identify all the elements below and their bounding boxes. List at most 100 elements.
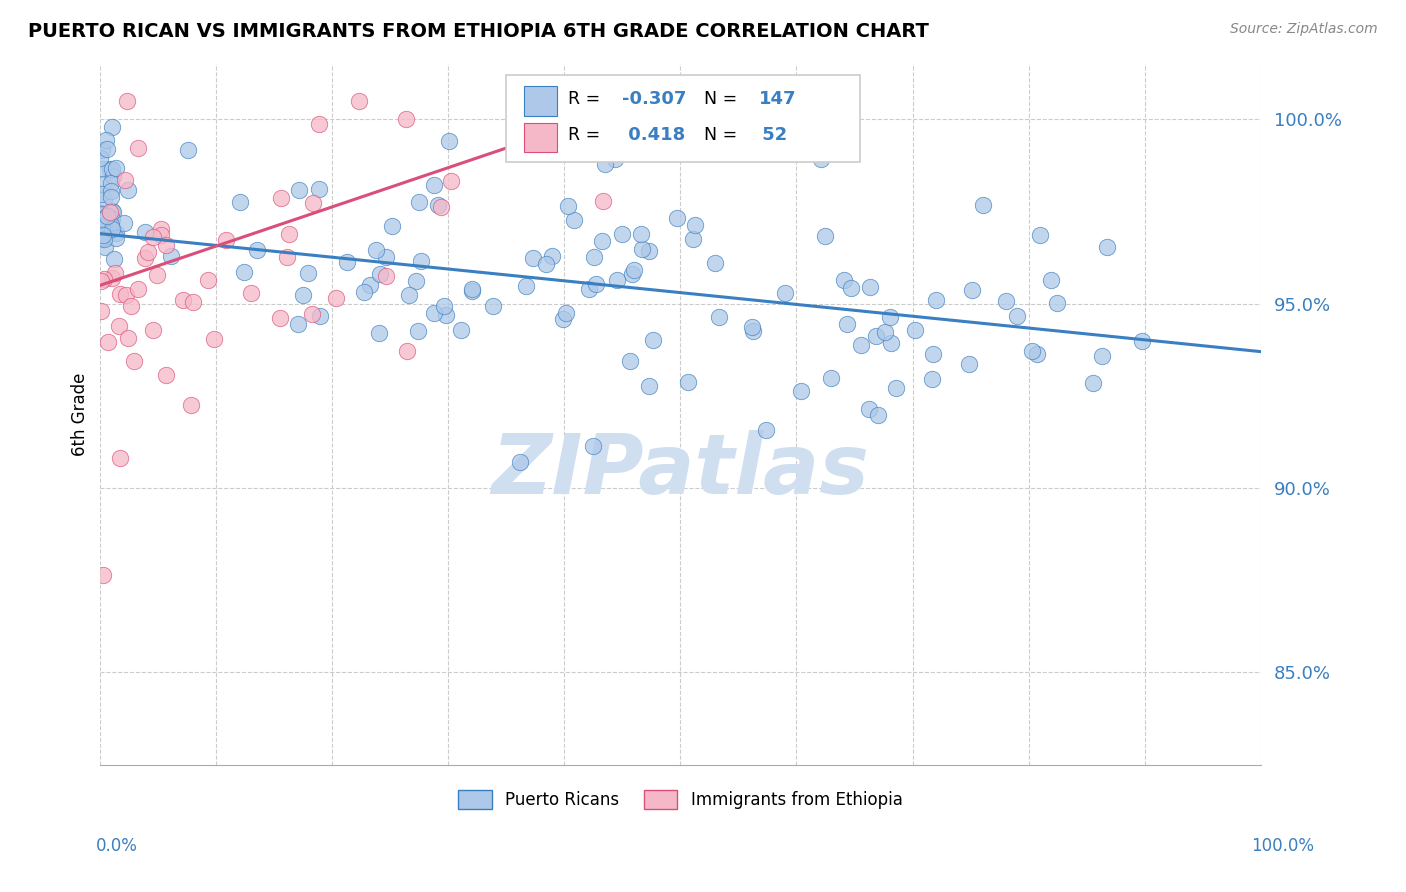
Point bbox=[879, 335, 901, 350]
Point bbox=[177, 143, 200, 157]
Point bbox=[90, 207, 112, 221]
Point bbox=[96, 142, 118, 156]
Point bbox=[89, 151, 111, 165]
Point bbox=[90, 304, 112, 318]
Point bbox=[922, 347, 945, 361]
Point bbox=[90, 231, 112, 245]
Point bbox=[509, 454, 531, 468]
Point bbox=[381, 219, 404, 233]
Point bbox=[676, 375, 699, 389]
Point bbox=[104, 226, 127, 240]
Point bbox=[482, 299, 505, 313]
Point bbox=[682, 232, 704, 246]
Point bbox=[366, 243, 388, 257]
Point bbox=[755, 423, 778, 437]
Point bbox=[93, 218, 115, 232]
Point bbox=[100, 215, 122, 229]
Point bbox=[114, 172, 136, 186]
Point bbox=[120, 299, 142, 313]
Point bbox=[810, 152, 832, 166]
Point bbox=[309, 309, 332, 323]
Point bbox=[582, 439, 605, 453]
Point bbox=[426, 198, 449, 212]
Point bbox=[921, 372, 943, 386]
Point bbox=[297, 267, 319, 281]
Point bbox=[406, 324, 429, 338]
Point bbox=[583, 251, 606, 265]
Point bbox=[408, 195, 430, 210]
Text: Source: ZipAtlas.com: Source: ZipAtlas.com bbox=[1230, 22, 1378, 37]
Point bbox=[631, 242, 654, 256]
Point bbox=[375, 268, 398, 283]
Point bbox=[233, 265, 256, 279]
Point bbox=[100, 218, 122, 232]
Point bbox=[605, 153, 627, 167]
Point bbox=[308, 182, 330, 196]
Text: R =: R = bbox=[568, 127, 606, 145]
Point bbox=[1046, 296, 1069, 310]
Point bbox=[430, 200, 453, 214]
Point bbox=[1005, 309, 1028, 323]
Point bbox=[578, 282, 600, 296]
Point bbox=[149, 227, 172, 242]
Y-axis label: 6th Grade: 6th Grade bbox=[72, 373, 89, 456]
Point bbox=[610, 227, 633, 241]
Point bbox=[879, 310, 901, 324]
Point bbox=[593, 157, 616, 171]
Point bbox=[117, 183, 139, 197]
Text: R =: R = bbox=[568, 90, 606, 108]
Point bbox=[630, 227, 652, 241]
Point bbox=[127, 140, 149, 154]
Text: N =: N = bbox=[703, 90, 737, 108]
Point bbox=[94, 210, 117, 224]
FancyBboxPatch shape bbox=[506, 75, 860, 162]
Point bbox=[90, 143, 112, 157]
Point bbox=[93, 239, 115, 253]
Point bbox=[202, 332, 225, 346]
Point bbox=[515, 278, 537, 293]
Point bbox=[240, 286, 263, 301]
FancyBboxPatch shape bbox=[524, 122, 558, 152]
Point bbox=[146, 268, 169, 282]
Point bbox=[1091, 349, 1114, 363]
Point bbox=[904, 322, 927, 336]
Point bbox=[276, 250, 298, 264]
Point bbox=[183, 295, 205, 310]
Point bbox=[617, 94, 640, 108]
Point bbox=[592, 194, 614, 208]
Point bbox=[620, 268, 643, 282]
Point bbox=[839, 281, 862, 295]
Point bbox=[585, 277, 607, 291]
Point bbox=[270, 191, 292, 205]
Point bbox=[159, 249, 181, 263]
Point bbox=[104, 266, 127, 280]
Point bbox=[685, 218, 707, 232]
Point bbox=[90, 206, 112, 220]
Point bbox=[790, 384, 813, 399]
Point bbox=[707, 310, 730, 324]
Point bbox=[409, 254, 432, 268]
Point bbox=[100, 221, 122, 235]
Point bbox=[98, 205, 121, 219]
Point bbox=[1130, 334, 1153, 348]
Point bbox=[835, 318, 858, 332]
Legend: Puerto Ricans, Immigrants from Ethiopia: Puerto Ricans, Immigrants from Ethiopia bbox=[451, 783, 910, 815]
Point bbox=[820, 371, 842, 385]
Point bbox=[104, 231, 127, 245]
Text: -0.307: -0.307 bbox=[623, 90, 688, 108]
Point bbox=[865, 329, 887, 343]
Point bbox=[353, 285, 375, 299]
Point bbox=[859, 279, 882, 293]
Point bbox=[434, 308, 457, 322]
Point bbox=[557, 199, 579, 213]
Point bbox=[117, 331, 139, 345]
Point bbox=[90, 230, 112, 244]
Point bbox=[101, 211, 124, 226]
Point bbox=[606, 273, 628, 287]
Point bbox=[773, 285, 796, 300]
Point bbox=[433, 299, 456, 313]
Point bbox=[884, 381, 907, 395]
Point bbox=[100, 176, 122, 190]
Point bbox=[91, 212, 114, 227]
Point bbox=[155, 368, 177, 382]
